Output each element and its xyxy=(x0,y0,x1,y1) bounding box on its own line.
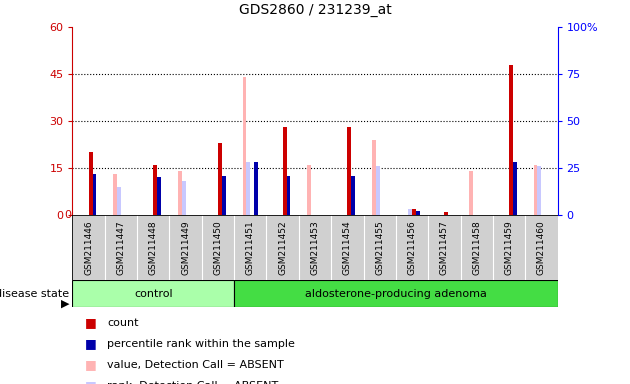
Bar xyxy=(416,211,420,215)
Bar xyxy=(307,165,311,215)
Bar xyxy=(408,209,412,215)
Text: rank, Detection Call = ABSENT: rank, Detection Call = ABSENT xyxy=(107,381,278,384)
Bar xyxy=(351,175,355,215)
Bar xyxy=(72,280,234,307)
Text: ■: ■ xyxy=(85,358,97,371)
Text: aldosterone-producing adenoma: aldosterone-producing adenoma xyxy=(305,289,487,299)
Bar xyxy=(178,171,182,215)
Text: GSM211446: GSM211446 xyxy=(84,220,93,275)
Bar xyxy=(105,215,137,280)
Text: ■: ■ xyxy=(85,316,97,329)
Bar xyxy=(534,165,537,215)
Text: ■: ■ xyxy=(85,337,97,350)
Bar xyxy=(513,162,517,215)
Text: GSM211452: GSM211452 xyxy=(278,220,287,275)
Text: GSM211455: GSM211455 xyxy=(375,220,384,275)
Bar xyxy=(72,215,105,280)
Text: control: control xyxy=(134,289,173,299)
Bar xyxy=(234,215,266,280)
Bar xyxy=(428,215,461,280)
Bar xyxy=(234,280,558,307)
Bar xyxy=(218,143,222,215)
Bar xyxy=(202,215,234,280)
Bar xyxy=(444,212,448,215)
Bar xyxy=(113,174,117,215)
Text: GSM211447: GSM211447 xyxy=(117,220,125,275)
Text: GSM211458: GSM211458 xyxy=(472,220,481,275)
Text: GSM211460: GSM211460 xyxy=(537,220,546,275)
Bar xyxy=(93,174,96,215)
Text: 0: 0 xyxy=(64,210,71,220)
Text: percentile rank within the sample: percentile rank within the sample xyxy=(107,339,295,349)
Text: count: count xyxy=(107,318,139,328)
Text: ▶: ▶ xyxy=(61,298,69,308)
Bar xyxy=(493,215,525,280)
Text: GSM211459: GSM211459 xyxy=(505,220,513,275)
Text: GSM211451: GSM211451 xyxy=(246,220,255,275)
Bar xyxy=(117,187,121,215)
Text: ■: ■ xyxy=(85,379,97,384)
Bar xyxy=(153,165,157,215)
Bar xyxy=(347,127,351,215)
Text: GSM211453: GSM211453 xyxy=(311,220,319,275)
Bar xyxy=(222,175,226,215)
Bar xyxy=(525,215,558,280)
Bar xyxy=(157,177,161,215)
Bar xyxy=(469,171,473,215)
Bar xyxy=(509,65,513,215)
Bar xyxy=(246,162,250,215)
Bar xyxy=(254,162,258,215)
Bar xyxy=(364,215,396,280)
Bar xyxy=(266,215,299,280)
Bar xyxy=(287,175,290,215)
Text: GDS2860 / 231239_at: GDS2860 / 231239_at xyxy=(239,3,391,17)
Text: disease state: disease state xyxy=(0,289,69,299)
Text: GSM211456: GSM211456 xyxy=(408,220,416,275)
Text: GSM211454: GSM211454 xyxy=(343,220,352,275)
Bar xyxy=(89,152,93,215)
Bar xyxy=(376,166,380,215)
Text: GSM211448: GSM211448 xyxy=(149,220,158,275)
Text: GSM211457: GSM211457 xyxy=(440,220,449,275)
Bar xyxy=(137,215,169,280)
Text: value, Detection Call = ABSENT: value, Detection Call = ABSENT xyxy=(107,360,284,370)
Bar xyxy=(412,209,416,215)
Bar xyxy=(396,215,428,280)
Bar xyxy=(243,77,246,215)
Bar xyxy=(169,215,202,280)
Bar xyxy=(182,181,186,215)
Bar xyxy=(283,127,287,215)
Bar xyxy=(331,215,364,280)
Text: GSM211449: GSM211449 xyxy=(181,220,190,275)
Bar xyxy=(537,166,541,215)
Bar xyxy=(372,140,376,215)
Text: GSM211450: GSM211450 xyxy=(214,220,222,275)
Bar xyxy=(461,215,493,280)
Bar xyxy=(299,215,331,280)
